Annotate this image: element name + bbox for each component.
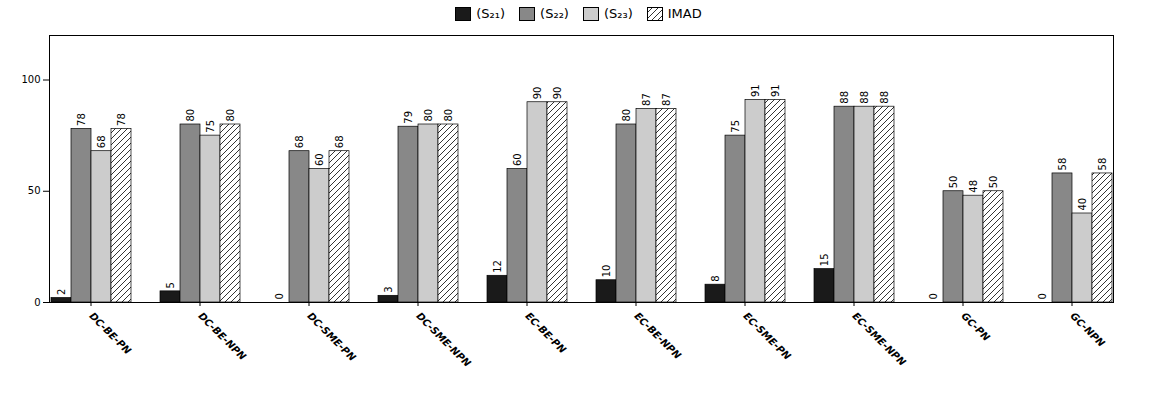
svg-text:80: 80 [423, 109, 434, 122]
svg-text:EC-BE-NPN: EC-BE-NPN [632, 310, 683, 361]
svg-text:68: 68 [294, 135, 305, 148]
svg-text:87: 87 [641, 93, 652, 106]
svg-text:87: 87 [661, 93, 672, 106]
html-text:(S₂₂): (S₂₂) [540, 6, 569, 21]
svg-text:88: 88 [859, 91, 870, 104]
svg-text:40: 40 [1077, 198, 1088, 211]
svg-text:GC-NPN: GC-NPN [1068, 310, 1107, 349]
svg-text:DC-BE-NPN: DC-BE-NPN [196, 310, 248, 362]
svg-text:75: 75 [205, 120, 216, 133]
svg-text:48: 48 [968, 180, 979, 193]
svg-text:50: 50 [28, 185, 41, 196]
svg-text:5: 5 [165, 282, 176, 288]
svg-text:10: 10 [601, 265, 612, 278]
svg-text:3: 3 [383, 286, 394, 292]
svg-text:91: 91 [750, 84, 761, 97]
html-text:IMAD: IMAD [667, 6, 702, 21]
html-text:(S₂₃): (S₂₃) [603, 6, 633, 21]
html-text:(S₂₁): (S₂₁) [476, 6, 506, 21]
svg-text:GC-PN: GC-PN [959, 310, 992, 343]
svg-text:2: 2 [56, 289, 67, 295]
svg-text:88: 88 [879, 91, 890, 104]
svg-text:88: 88 [839, 91, 850, 104]
svg-text:80: 80 [443, 109, 454, 122]
svg-text:78: 78 [76, 113, 87, 126]
svg-text:DC-BE-PN: DC-BE-PN [87, 310, 133, 356]
svg-text:0: 0 [1037, 293, 1048, 299]
svg-text:60: 60 [512, 153, 523, 166]
svg-text:80: 80 [225, 109, 236, 122]
svg-text:EC-SME-NPN: EC-SME-NPN [850, 310, 908, 368]
svg-text:80: 80 [185, 109, 196, 122]
svg-text:90: 90 [552, 87, 563, 100]
svg-text:DC-SME-NPN: DC-SME-NPN [414, 310, 473, 369]
svg-text:58: 58 [1097, 158, 1108, 171]
svg-text:78: 78 [116, 113, 127, 126]
svg-text:90: 90 [532, 87, 543, 100]
svg-text:EC-BE-PN: EC-BE-PN [523, 310, 568, 355]
svg-text:60: 60 [314, 153, 325, 166]
svg-text:50: 50 [948, 176, 959, 189]
svg-text:80: 80 [621, 109, 632, 122]
svg-text:8: 8 [710, 275, 721, 281]
svg-text:EC-SME-PN: EC-SME-PN [741, 310, 793, 362]
svg-text:0: 0 [34, 297, 40, 308]
svg-text:0: 0 [928, 293, 939, 299]
svg-text:DC-SME-PN: DC-SME-PN [305, 310, 358, 363]
svg-text:100: 100 [21, 74, 40, 85]
svg-text:15: 15 [819, 253, 830, 266]
svg-text:91: 91 [770, 84, 781, 97]
svg-text:79: 79 [403, 111, 414, 124]
svg-text:0: 0 [274, 293, 285, 299]
svg-text:50: 50 [988, 176, 999, 189]
svg-text:58: 58 [1057, 158, 1068, 171]
svg-text:75: 75 [730, 120, 741, 133]
svg-text:12: 12 [492, 260, 503, 273]
svg-text:68: 68 [96, 135, 107, 148]
svg-text:68: 68 [334, 135, 345, 148]
